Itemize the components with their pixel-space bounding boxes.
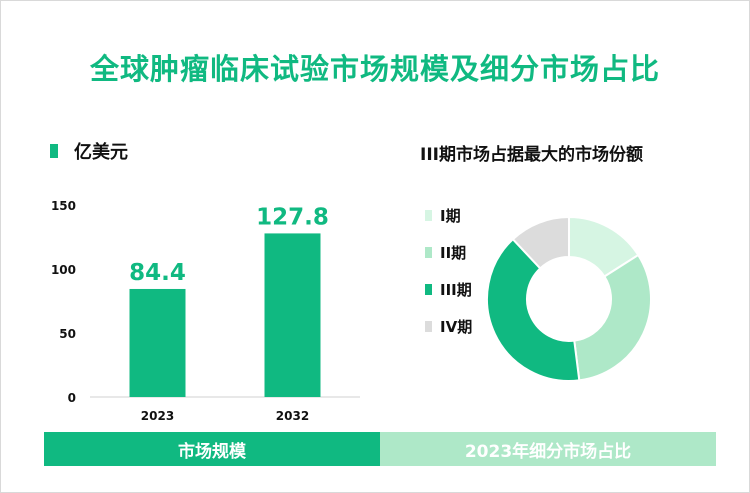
pie-legend-item-2: II期 [425, 242, 472, 263]
x-tick-label: 2032 [276, 409, 309, 423]
y-tick-label: 0 [68, 391, 76, 405]
bar-2032 [264, 233, 321, 397]
pie-legend-swatch [425, 247, 432, 258]
pie-legend: I期 II期 III期 IV期 [425, 205, 472, 353]
pie-legend-label: IV期 [440, 318, 473, 336]
pie-slice-2 [573, 253, 652, 382]
y-tick-label: 150 [51, 199, 76, 213]
x-tick-label: 2023 [141, 409, 174, 423]
pie-title: III期市场占据最大的市场份额 [420, 145, 643, 165]
y-tick-label: 50 [59, 327, 76, 341]
bar-legend: 亿美元 [50, 140, 128, 163]
pie-legend-label: I期 [440, 207, 461, 225]
pie-legend-swatch [425, 284, 432, 295]
pie-legend-item-4: IV期 [425, 316, 472, 337]
pie-legend-swatch [425, 210, 432, 221]
pie-legend-label: III期 [440, 281, 472, 299]
pie-legend-swatch [425, 321, 432, 332]
bottom-label-market-size: 市场规模 [44, 432, 380, 466]
bar-2023 [129, 288, 186, 397]
bottom-label-segment-share: 2023年细分市场占比 [380, 432, 716, 466]
pie-slice-4 [511, 215, 570, 270]
pie-legend-item-1: I期 [425, 205, 472, 226]
bar-value-label: 127.8 [256, 204, 329, 230]
bar-legend-label: 亿美元 [74, 142, 128, 163]
bar-value-label: 84.4 [129, 260, 186, 286]
pie-slice-3 [486, 237, 581, 382]
page-title: 全球肿瘤临床试验市场规模及细分市场占比 [89, 52, 660, 86]
pie-legend-label: II期 [440, 244, 467, 262]
pie-legend-item-3: III期 [425, 279, 472, 300]
y-tick-label: 100 [51, 263, 76, 277]
bar-legend-swatch [50, 144, 58, 158]
